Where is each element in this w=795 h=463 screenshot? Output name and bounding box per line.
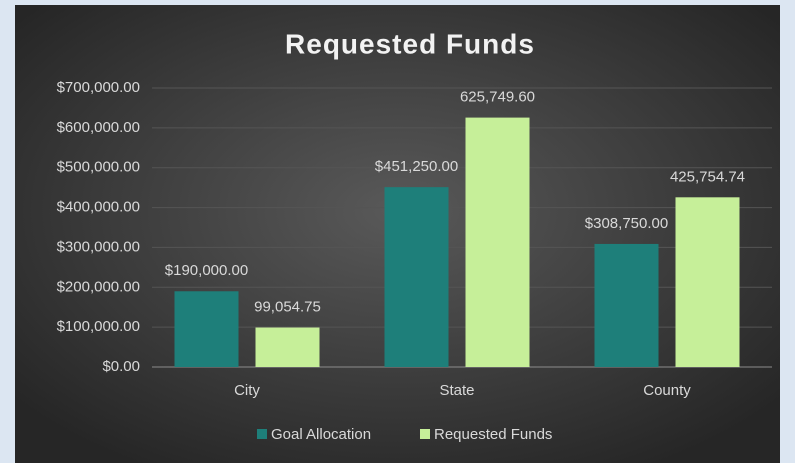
legend-label: Goal Allocation: [271, 426, 371, 443]
x-tick-label: County: [643, 382, 691, 399]
legend-label: Requested Funds: [434, 426, 552, 443]
data-label: 99,054.75: [254, 298, 321, 315]
data-label: $308,750.00: [585, 215, 668, 232]
bar: [384, 187, 449, 367]
bar: [675, 197, 740, 367]
data-label: 625,749.60: [460, 89, 535, 106]
y-tick-label: $300,000.00: [57, 238, 140, 255]
y-tick-label: $600,000.00: [57, 119, 140, 136]
x-tick-label: State: [439, 382, 474, 399]
y-tick-label: $200,000.00: [57, 278, 140, 295]
bar: [174, 291, 239, 367]
bar: [255, 327, 320, 367]
y-tick-label: $400,000.00: [57, 199, 140, 216]
y-tick-label: $100,000.00: [57, 318, 140, 335]
y-tick-label: $0.00: [102, 358, 140, 375]
x-tick-label: City: [234, 382, 260, 399]
data-label: 425,754.74: [670, 168, 745, 185]
y-tick-label: $700,000.00: [57, 79, 140, 96]
data-label: $190,000.00: [165, 262, 248, 279]
data-label: $451,250.00: [375, 158, 458, 175]
y-tick-label: $500,000.00: [57, 159, 140, 176]
legend-swatch: [257, 429, 267, 439]
bar: [465, 117, 530, 367]
chart-title: Requested Funds: [285, 28, 535, 59]
bar: [594, 243, 659, 367]
legend-swatch: [420, 429, 430, 439]
